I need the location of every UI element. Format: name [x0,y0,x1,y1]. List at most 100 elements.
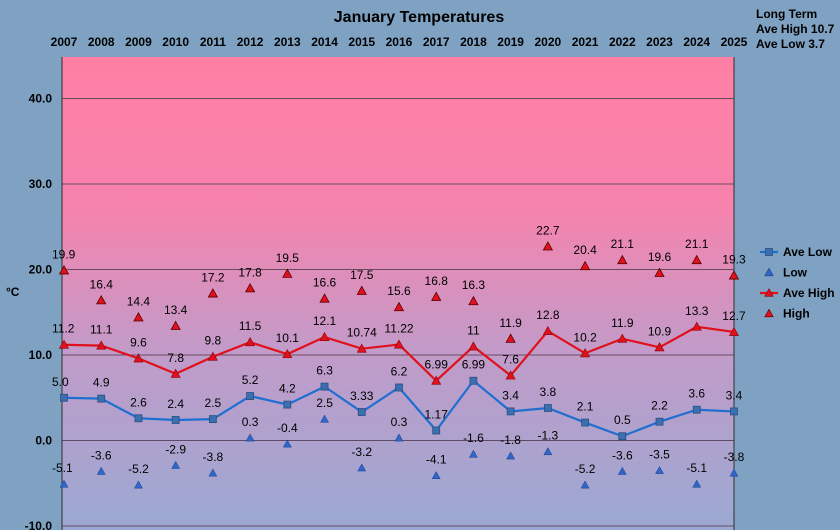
data-label: 16.8 [425,274,449,288]
year-label: 2015 [348,35,375,49]
x-axis-labels: 2007 2008 2009 2010 2011 2012 2013 2014 2015 2016… [51,35,748,49]
data-label: 9.8 [205,334,222,348]
data-point-marker [245,337,256,347]
year-label: 2007 [51,35,78,49]
data-point-marker [543,447,553,456]
data-point-marker [59,479,69,488]
data-label: 22.7 [536,223,560,237]
legend-item-low: Low [764,266,808,280]
data-label: 21.1 [611,237,635,251]
data-point-marker [357,463,367,472]
legend-item-ave-low: Ave Low [760,245,833,259]
data-point-marker [58,339,70,349]
legend-label: Low [783,266,808,280]
long-term-ave-low: Ave Low 3.7 [756,37,825,51]
data-point-marker [692,479,702,488]
data-label: 2.2 [651,399,668,413]
data-label: 16.6 [313,276,337,290]
data-label: 19.6 [648,250,672,264]
data-label: 3.8 [540,385,557,399]
data-point-marker [617,254,628,265]
data-point-marker [729,468,739,477]
y-tick-label: 40.0 [29,92,53,106]
data-label: 4.2 [279,382,296,396]
data-label: 13.3 [685,304,709,318]
data-label: -3.6 [91,448,112,462]
data-label: -1.6 [463,431,484,445]
y-axis-ticks: -10.0 0.0 10.0 20.0 30.0 40.0 [25,92,53,530]
data-label: 15.6 [387,284,411,298]
data-label: 4.9 [93,376,110,390]
y-tick-label: 0.0 [35,434,52,448]
data-point-marker [246,392,255,400]
year-label: 2022 [609,35,636,49]
data-point-marker [208,415,217,424]
data-point-marker [320,414,329,423]
data-label: 5.0 [52,375,69,389]
legend-label: Ave High [783,286,835,300]
series-high: 19.9 16.4 14.4 13.4 17.2 17.8 19.5 16.6 17.5 15.6… [52,223,746,343]
data-point-marker [170,320,181,330]
data-point-marker [506,407,515,416]
data-label: 20.4 [573,243,597,257]
data-label: 13.4 [164,303,188,317]
year-label: 2016 [386,35,413,49]
data-point-marker [207,351,218,361]
data-point-marker [505,333,516,343]
long-term-ave-high: Ave High 10.7 [756,22,835,36]
data-point-marker [543,404,552,412]
data-point-marker [579,260,591,271]
data-label: 0.5 [614,413,631,427]
data-label: 12.8 [536,308,560,322]
data-label: 19.5 [276,251,300,265]
data-point-marker [431,291,442,301]
long-term-note: Long Term Ave High 10.7 Ave Low 3.7 [756,7,835,51]
year-label: 2012 [237,35,264,49]
year-label: 2024 [683,35,710,49]
data-label: 7.8 [167,351,184,365]
y-tick-label: 20.0 [29,263,53,277]
data-label: 7.6 [502,353,519,367]
data-label: 6.99 [425,358,449,372]
data-label: -3.5 [649,447,670,461]
data-label: 1.17 [425,407,449,421]
data-point-marker [134,414,143,423]
data-point-marker [96,294,107,305]
data-label: -1.3 [538,429,559,443]
data-label: 17.2 [201,270,225,284]
series-layer: 5.0 4.9 2.6 2.4 2.5 5.2 4.2 6.3 3.33 6.2 1.17 6.99 3… [52,223,746,489]
data-label: 11 [467,323,480,337]
data-point-marker [655,417,664,426]
year-label: 2010 [162,35,189,49]
data-label: -5.2 [128,462,149,476]
y-tick-label: 10.0 [29,348,53,362]
data-label: 11.9 [611,316,634,330]
data-label: 10.2 [573,330,597,344]
data-point-marker [133,312,144,322]
data-label: 19.9 [52,247,76,261]
data-label: 2.4 [167,397,184,411]
data-point-marker [320,382,329,391]
year-label: 2013 [274,35,301,49]
data-point-marker [581,418,589,427]
data-label: 9.6 [130,335,147,349]
data-label: 2.5 [316,396,333,410]
data-point-marker [356,285,367,295]
plot-area [62,57,734,530]
data-point-marker [469,376,478,385]
data-point-marker [468,449,478,458]
data-label: 3.33 [350,389,374,403]
data-point-marker [432,426,441,435]
year-label: 2011 [200,35,226,49]
year-label: 2009 [125,35,152,49]
data-label: -5.2 [575,462,596,476]
y-tick-label: 30.0 [29,177,53,191]
data-point-marker [654,267,665,277]
data-label: 11.1 [90,323,113,337]
data-point-marker [244,282,256,293]
data-point-marker [691,254,702,265]
data-point-marker [96,466,106,475]
data-point-marker [468,341,479,351]
y-axis-label: °C [6,285,20,299]
data-point-marker [208,468,218,477]
